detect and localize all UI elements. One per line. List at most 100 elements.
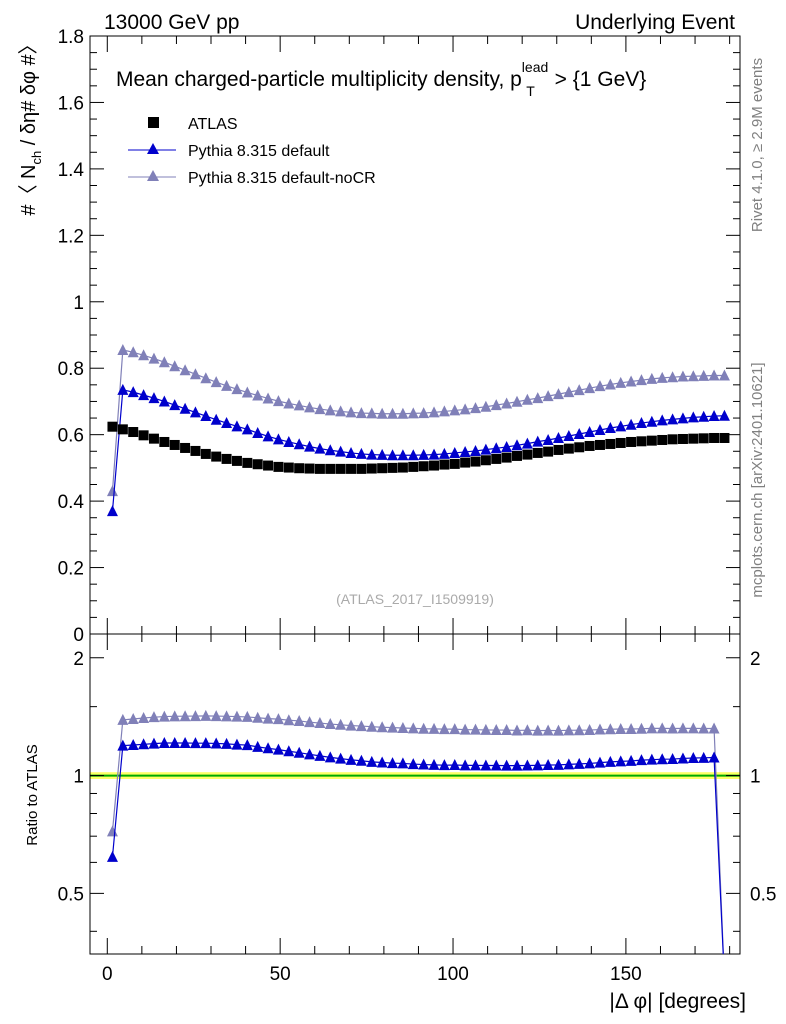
main-series-point (221, 379, 233, 391)
ratio-series-point (552, 724, 564, 736)
main-series-point (511, 395, 523, 407)
ratio-series-point (615, 723, 627, 735)
main-series-point (625, 418, 637, 430)
plot-title: Mean charged-particle multiplicity densi… (116, 59, 646, 99)
main-series-point (148, 352, 160, 364)
main-series-point (179, 364, 191, 376)
main-series-point (646, 372, 658, 384)
ratio-series-point (221, 710, 233, 722)
ratio-series-point (708, 751, 720, 763)
main-y-axis: 0 0.2 0.4 0.6 0.8 1 1.2 1.4 1.6 1.8 (58, 27, 740, 646)
main-series-point (563, 386, 575, 398)
main-series-point (438, 447, 450, 459)
main-series-point (117, 383, 129, 395)
atlas-data-point (304, 463, 315, 474)
main-series-point (158, 356, 170, 368)
main-series-point (293, 438, 305, 450)
main-series-point (698, 369, 710, 381)
ratio-series-point (438, 759, 450, 771)
atlas-data-point (335, 463, 346, 474)
ratio-series-point (480, 723, 492, 735)
plot-title-subscript: T (526, 83, 535, 99)
atlas-data-point (719, 432, 730, 443)
main-series-point (283, 435, 295, 447)
main-series-point (252, 389, 264, 401)
atlas-data-point (325, 463, 336, 474)
ratio-y-tick-label-right: 2 (750, 649, 761, 670)
atlas-data-point (584, 440, 595, 451)
main-series-point (189, 406, 201, 418)
legend-marker-default (147, 143, 159, 154)
ratio-series-point (532, 759, 544, 771)
atlas-data-point (657, 434, 668, 445)
ratio-series-point (169, 710, 181, 722)
main-series-point (179, 402, 191, 414)
ratio-series-point (584, 757, 596, 769)
legend-marker-atlas (148, 117, 159, 128)
ratio-series-point (428, 758, 440, 770)
rivet-version-label: Rivet 4.1.0, ≥ 2.9M events (749, 58, 766, 232)
atlas-data-point (439, 459, 450, 470)
ratio-series-point (677, 752, 689, 764)
main-series-point (428, 448, 440, 460)
atlas-data-point (221, 453, 232, 464)
ratio-y-axis-label: Ratio to ATLAS (24, 744, 41, 845)
main-series-point (138, 349, 150, 361)
main-series-point (355, 447, 367, 459)
main-series-point (470, 402, 482, 414)
ratio-series-point (304, 716, 316, 728)
ratio-series-point (407, 722, 419, 734)
main-y-tick-label: 0.6 (58, 426, 84, 447)
main-y-tick-label: 0.2 (58, 559, 84, 580)
atlas-data-point (418, 461, 429, 472)
atlas-data-point (677, 433, 688, 444)
main-series-point (635, 417, 647, 429)
main-series-point (335, 405, 347, 417)
atlas-data-point (470, 456, 481, 467)
ratio-y-tick-label-right: 0.5 (750, 884, 776, 905)
plot-title-suffix: > {1 GeV} (549, 68, 647, 91)
ratio-series-point (231, 738, 243, 750)
analysis-tag: (ATLAS_2017_I1509919) (336, 591, 494, 607)
atlas-data-point (263, 460, 274, 471)
ratio-series-point (200, 709, 212, 721)
main-series-point (708, 410, 720, 422)
atlas-data-point (429, 460, 440, 471)
ratio-series-point (262, 712, 274, 724)
ratio-series-point (594, 723, 606, 735)
ratio-series-point (324, 718, 336, 730)
ratio-series-point (272, 743, 284, 755)
main-series-point (262, 430, 274, 442)
ratio-series-point (646, 722, 658, 734)
ratio-series-point (252, 740, 264, 752)
main-series-point (604, 422, 616, 434)
ratio-series-point (584, 724, 596, 736)
atlas-data-point (180, 442, 191, 453)
ratio-y-tick-label: 1 (73, 767, 84, 788)
ratio-series-point (345, 719, 357, 731)
legend-label-nocr: Pythia 8.315 default-noCR (188, 170, 376, 187)
main-series-point (698, 410, 710, 422)
ratio-series-point (573, 724, 585, 736)
process-label: Underlying Event (575, 11, 735, 34)
main-series-point (687, 370, 699, 382)
main-series-point (563, 429, 575, 441)
atlas-data-point (242, 457, 253, 468)
main-series-point (106, 485, 118, 497)
ratio-series-clipped (106, 709, 724, 954)
atlas-data-point (543, 446, 554, 457)
ratio-series-point (625, 723, 637, 735)
ratio-series-point (397, 721, 409, 733)
ratio-series-point (376, 721, 388, 733)
main-series-point (656, 371, 668, 383)
main-series-point (127, 386, 139, 398)
ratio-series-point (521, 724, 533, 736)
ratio-series-point (449, 723, 461, 735)
atlas-data-point (511, 450, 522, 461)
legend: ATLAS Pythia 8.315 default Pythia 8.315 … (128, 116, 376, 187)
main-series-point (158, 395, 170, 407)
atlas-data-point (449, 458, 460, 469)
ratio-series-line (111, 715, 724, 954)
legend-label-default: Pythia 8.315 default (188, 143, 330, 160)
